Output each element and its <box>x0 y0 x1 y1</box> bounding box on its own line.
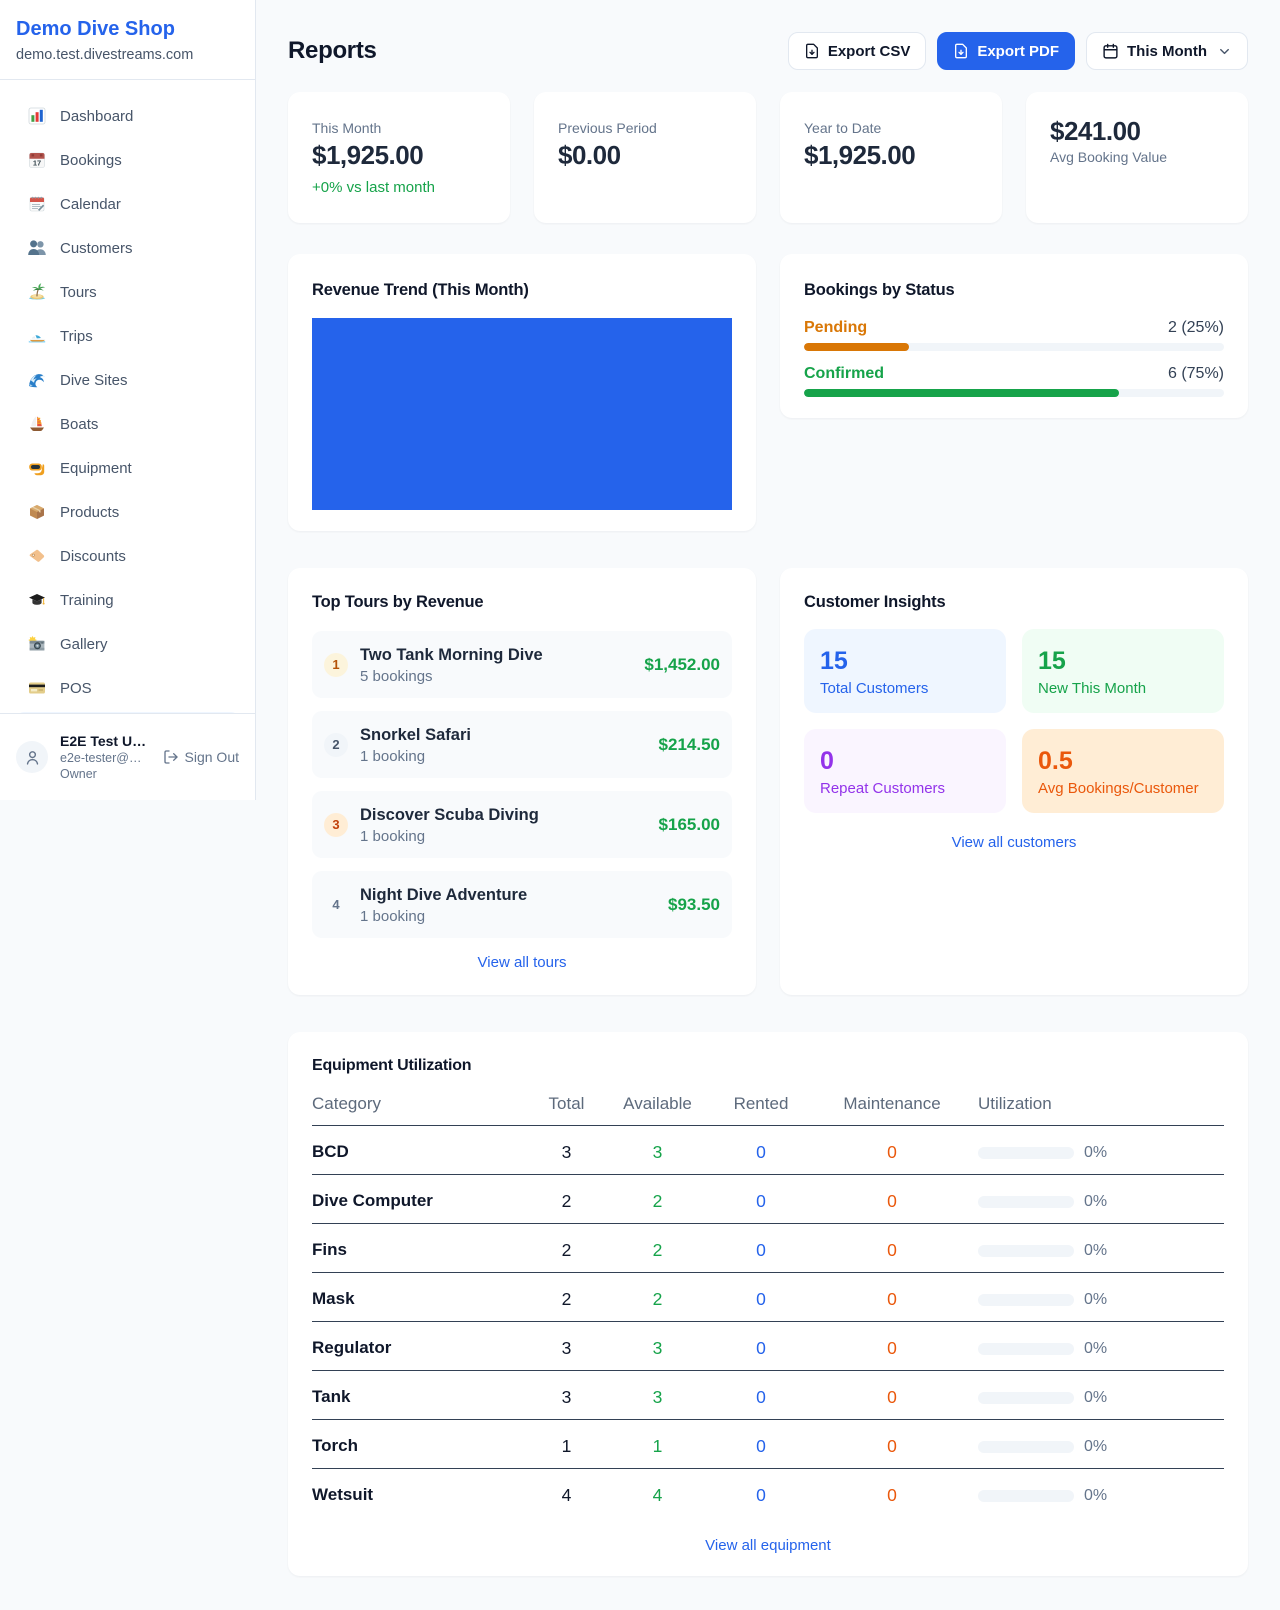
svg-text:17: 17 <box>33 159 41 168</box>
